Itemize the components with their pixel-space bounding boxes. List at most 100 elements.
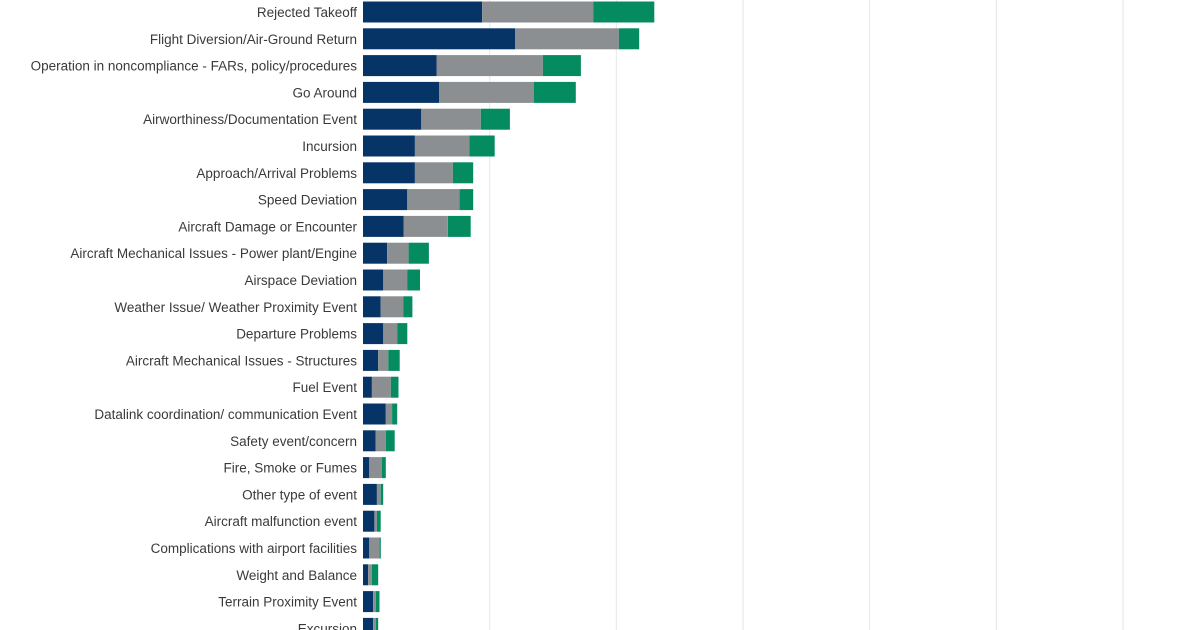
bar-segment-series-1[interactable]: [363, 483, 377, 505]
category-label: Airworthiness/Documentation Event: [143, 112, 357, 127]
bar-segment-series-1[interactable]: [363, 591, 374, 613]
category-label: Rejected Takeoff: [257, 5, 357, 20]
category-label: Flight Diversion/Air-Ground Return: [150, 32, 357, 47]
category-label: Fire, Smoke or Fumes: [223, 461, 357, 476]
bar-segment-series-2[interactable]: [383, 323, 398, 345]
bar-segment-series-3[interactable]: [390, 376, 399, 398]
category-label: Datalink coordination/ communication Eve…: [94, 407, 357, 422]
bar-segment-series-2[interactable]: [373, 591, 376, 613]
bar-segment-series-3[interactable]: [379, 537, 381, 559]
category-label: Terrain Proximity Event: [218, 595, 357, 610]
bar-segment-series-2[interactable]: [373, 617, 376, 630]
bar-segment-series-1[interactable]: [363, 323, 384, 345]
bar-segment-series-3[interactable]: [408, 242, 429, 264]
bar-segment-series-2[interactable]: [421, 108, 481, 130]
bar-segment-series-2[interactable]: [374, 510, 377, 532]
bar-segment-series-2[interactable]: [380, 296, 404, 318]
bar-segment-series-3[interactable]: [469, 135, 495, 157]
bar-segment-series-1[interactable]: [363, 349, 379, 371]
bar-segment-series-3[interactable]: [452, 162, 474, 184]
bar-segment-series-3[interactable]: [375, 617, 379, 630]
bar-segment-series-2[interactable]: [383, 269, 408, 291]
bar-segment-series-2[interactable]: [436, 55, 543, 77]
category-label: Speed Deviation: [258, 193, 357, 208]
bar-segment-series-2[interactable]: [368, 564, 372, 586]
bar-segment-series-3[interactable]: [459, 189, 474, 211]
bar-segment-series-3[interactable]: [447, 215, 471, 237]
bar-segment-series-3[interactable]: [380, 483, 384, 505]
bar-segment-series-3[interactable]: [385, 430, 395, 452]
bar-segment-series-1[interactable]: [363, 28, 515, 50]
bar-segment-series-3[interactable]: [371, 564, 379, 586]
category-label: Aircraft Mechanical Issues - Structures: [126, 353, 357, 368]
bar-segment-series-1[interactable]: [363, 189, 408, 211]
bar-segment-series-2[interactable]: [414, 135, 470, 157]
bar-segment-series-1[interactable]: [363, 269, 384, 291]
category-labels: Rejected Takeoff Flight Diversion/Air-Gro…: [31, 5, 358, 630]
category-label: Aircraft Damage or Encounter: [178, 219, 357, 234]
bar-segment-series-1[interactable]: [363, 55, 437, 77]
bar-segment-series-3[interactable]: [397, 323, 408, 345]
bar-segment-series-2[interactable]: [378, 349, 389, 371]
bar-segment-series-3[interactable]: [382, 457, 386, 479]
category-label: Fuel Event: [292, 380, 357, 395]
bar-segment-series-3[interactable]: [392, 403, 398, 425]
bar-segment-series-3[interactable]: [534, 81, 576, 103]
bar-segment-series-2[interactable]: [403, 215, 448, 237]
category-label: Aircraft Mechanical Issues - Power plant…: [70, 246, 357, 261]
bar-segment-series-3[interactable]: [388, 349, 400, 371]
bar-segment-series-1[interactable]: [363, 564, 369, 586]
bar-segment-series-1[interactable]: [363, 457, 370, 479]
category-label: Departure Problems: [236, 327, 357, 342]
bar-segment-series-2[interactable]: [407, 189, 460, 211]
category-label: Safety event/concern: [230, 434, 357, 449]
bar-segment-series-1[interactable]: [363, 1, 483, 23]
bar-segment-series-2[interactable]: [515, 28, 619, 50]
bar-segment-series-2[interactable]: [375, 430, 386, 452]
bar-segment-series-2[interactable]: [387, 242, 409, 264]
bar-segment-series-2[interactable]: [369, 457, 382, 479]
category-label: Weather Issue/ Weather Proximity Event: [114, 300, 357, 315]
bar-segment-series-2[interactable]: [439, 81, 534, 103]
bar-segment-series-3[interactable]: [376, 510, 381, 532]
bar-segment-series-2[interactable]: [414, 162, 453, 184]
bar-segment-series-3[interactable]: [375, 591, 380, 613]
bar-segment-series-2[interactable]: [482, 1, 594, 23]
bar-segment-series-3[interactable]: [593, 1, 655, 23]
bar-segment-series-1[interactable]: [363, 215, 404, 237]
category-label: Incursion: [302, 139, 357, 154]
bar-segment-series-3[interactable]: [542, 55, 581, 77]
category-label: Go Around: [292, 85, 357, 100]
bar-segment-series-1[interactable]: [363, 430, 376, 452]
bar-segment-series-3[interactable]: [618, 28, 640, 50]
bar-segment-series-1[interactable]: [363, 108, 422, 130]
bar-segment-series-2[interactable]: [376, 483, 381, 505]
bar-segment-series-2[interactable]: [385, 403, 393, 425]
category-label: Approach/Arrival Problems: [196, 166, 357, 181]
category-label: Complications with airport facilities: [151, 541, 358, 556]
bar-segment-series-1[interactable]: [363, 510, 375, 532]
bar-segment-series-1[interactable]: [363, 135, 415, 157]
bar-segment-series-1[interactable]: [363, 296, 381, 318]
bar-segment-series-1[interactable]: [363, 617, 374, 630]
bar-segment-series-1[interactable]: [363, 376, 372, 398]
grid-lines: [489, 0, 1124, 630]
category-label: Airspace Deviation: [244, 273, 357, 288]
category-label: Excursion: [298, 621, 357, 630]
bar-segment-series-1[interactable]: [363, 403, 386, 425]
bar-segment-series-3[interactable]: [403, 296, 413, 318]
category-label: Weight and Balance: [236, 568, 357, 583]
category-label: Other type of event: [242, 487, 357, 502]
bar-segment-series-2[interactable]: [371, 376, 391, 398]
bar-segment-series-2[interactable]: [369, 537, 380, 559]
bar-segment-series-1[interactable]: [363, 162, 415, 184]
category-label: Operation in noncompliance - FARs, polic…: [31, 59, 358, 74]
category-label: Aircraft malfunction event: [205, 514, 358, 529]
bars: [363, 1, 655, 630]
bar-segment-series-3[interactable]: [480, 108, 510, 130]
bar-segment-series-3[interactable]: [407, 269, 420, 291]
bar-segment-series-1[interactable]: [363, 81, 439, 103]
bar-segment-series-1[interactable]: [363, 537, 370, 559]
bar-segment-series-1[interactable]: [363, 242, 388, 264]
